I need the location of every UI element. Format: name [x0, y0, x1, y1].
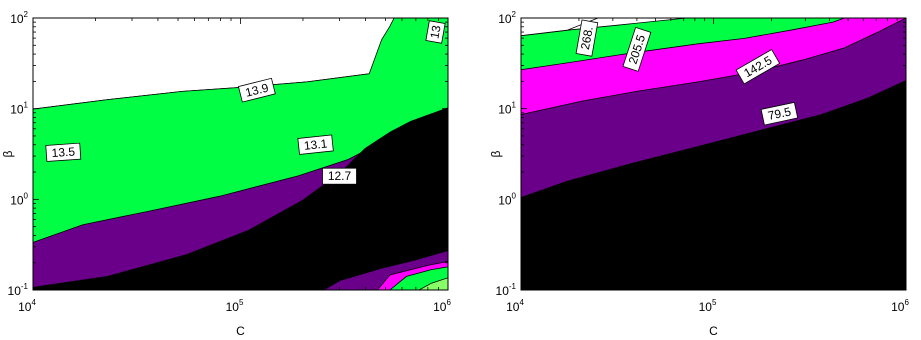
contour-label-box — [297, 134, 334, 155]
tick-exponent: 4 — [519, 298, 524, 307]
contour-label-box — [425, 20, 446, 44]
y-tick-label: 100 — [10, 191, 28, 207]
tick-base: 10 — [8, 284, 22, 298]
tick-exponent: 1 — [512, 101, 517, 110]
tick-base: 10 — [891, 300, 905, 314]
contour-label-text: 79.5 — [767, 104, 793, 123]
contour-label-box — [575, 19, 599, 57]
tick-base: 10 — [18, 300, 32, 314]
contour-label-box — [237, 77, 276, 103]
tick-exponent: 2 — [512, 10, 517, 19]
contour-label: 13.9 — [237, 77, 276, 103]
contour-label: 142.5 — [735, 48, 781, 85]
tick-exponent: -1 — [509, 282, 517, 291]
y-axis-label: β — [489, 150, 503, 157]
contour-label: 13.5 — [45, 142, 82, 162]
tick-exponent: 2 — [24, 10, 29, 19]
tick-exponent: 5 — [712, 298, 717, 307]
contour-label-box — [322, 167, 357, 185]
x-tick-label: 105 — [226, 298, 244, 314]
contour-label-text: 268. — [578, 25, 596, 50]
tick-base: 10 — [498, 12, 512, 26]
tick-base: 10 — [496, 284, 510, 298]
contour-label: 13.1 — [297, 134, 334, 155]
y-axis-label: β — [1, 150, 15, 157]
contour-label: 13 — [425, 20, 446, 44]
contour-label: 205.5 — [622, 26, 652, 72]
contour-label: 12.7 — [322, 167, 357, 185]
tick-base: 10 — [10, 12, 24, 26]
tick-exponent: 6 — [904, 298, 909, 307]
tick-exponent: 6 — [446, 298, 451, 307]
contour-label-text: 13.9 — [244, 81, 270, 100]
y-tick-label: 102 — [10, 10, 28, 26]
y-tick-label: 101 — [10, 101, 28, 117]
contour-label-box — [760, 101, 799, 126]
y-tick-label: 100 — [498, 191, 516, 207]
contour-label-box — [622, 26, 652, 72]
tick-base: 10 — [498, 103, 512, 117]
tick-exponent: 4 — [31, 298, 36, 307]
x-tick-label: 106 — [891, 298, 909, 314]
contour-label: 268. — [575, 19, 599, 57]
contour-label-box — [45, 142, 82, 162]
contour-label: 79.5 — [760, 101, 799, 126]
tick-base: 10 — [699, 300, 713, 314]
contour-label-text: 13.1 — [303, 136, 328, 152]
x-axis-label: C — [709, 324, 718, 338]
x-tick-label: 105 — [699, 298, 717, 314]
y-tick-label: 102 — [498, 10, 516, 26]
tick-base: 10 — [10, 103, 24, 117]
tick-base: 10 — [506, 300, 520, 314]
x-tick-label: 104 — [18, 298, 36, 314]
contour-label-box — [735, 48, 781, 85]
tick-base: 10 — [433, 300, 447, 314]
tick-exponent: 0 — [24, 191, 29, 200]
tick-exponent: 0 — [512, 191, 517, 200]
tick-exponent: 1 — [24, 101, 29, 110]
x-tick-label: 106 — [433, 298, 451, 314]
y-tick-label: 10-1 — [8, 282, 29, 298]
contour-label-text: 13.5 — [51, 144, 76, 160]
right-contour-plot: 104 105 10610-1100101102Cβ79.5142.5205.526… — [489, 10, 909, 338]
tick-exponent: -1 — [21, 282, 29, 291]
y-tick-label: 10-1 — [496, 282, 517, 298]
tick-base: 10 — [498, 193, 512, 207]
tick-base: 10 — [226, 300, 240, 314]
x-tick-label: 104 — [506, 298, 524, 314]
x-axis-label: C — [236, 324, 245, 338]
tick-exponent: 5 — [239, 298, 244, 307]
tick-base: 10 — [10, 193, 24, 207]
contour-label-text: 13 — [427, 24, 443, 40]
y-tick-label: 101 — [498, 101, 516, 117]
contour-label-text: 12.7 — [328, 169, 352, 183]
